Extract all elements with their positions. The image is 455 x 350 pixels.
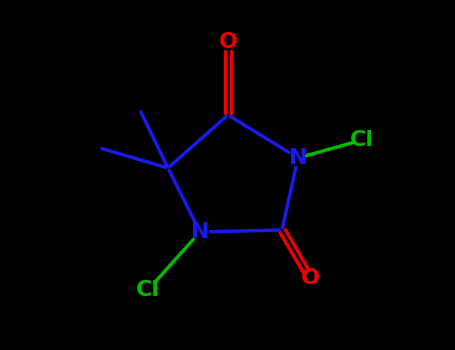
Text: O: O — [300, 268, 319, 288]
Text: Cl: Cl — [136, 280, 160, 300]
Text: O: O — [218, 32, 238, 52]
Text: N: N — [191, 222, 209, 242]
Text: Cl: Cl — [350, 130, 374, 150]
Text: N: N — [289, 148, 307, 168]
